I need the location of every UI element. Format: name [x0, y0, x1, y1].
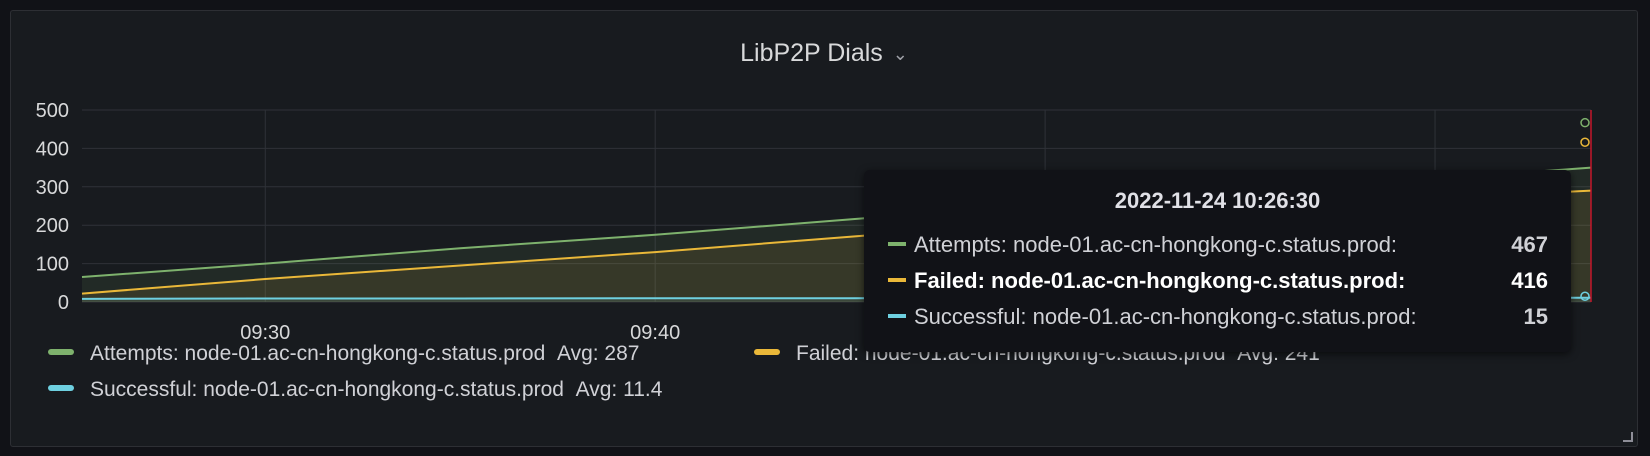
tooltip-value-successful: 15 — [1523, 304, 1548, 329]
legend-swatch-attempts — [48, 349, 74, 356]
panel-title[interactable]: LibP2P Dials ⌄ — [11, 39, 1637, 68]
tooltip-swatch-attempts — [888, 242, 906, 247]
hover-point-successful — [1580, 291, 1590, 301]
tooltip-swatch-successful — [888, 314, 906, 319]
chevron-down-icon[interactable]: ⌄ — [892, 43, 908, 64]
legend-avg-successful: Avg: 11.4 — [575, 378, 663, 401]
y-tick-label: 400 — [36, 138, 69, 160]
panel-title-text[interactable]: LibP2P Dials — [740, 39, 883, 67]
tooltip-time: 2022-11-24 10:26:30 — [1114, 188, 1321, 213]
hover-point-failed — [1580, 137, 1590, 148]
y-tick-label: 200 — [36, 215, 69, 237]
resize-handle-icon[interactable] — [1623, 432, 1633, 442]
hover-point-attempts — [1580, 117, 1590, 128]
hover-tooltip: 2022-11-24 10:26:30 Attempts: node-01.ac… — [864, 170, 1571, 352]
tooltip-row-failed: Failed: node-01.ac-cn-hongkong-c.status.… — [888, 268, 1548, 294]
y-tick-label: 300 — [36, 177, 69, 199]
legend-item-attempts[interactable]: Attempts: node-01.ac-cn-hongkong-c.statu… — [48, 342, 639, 366]
x-tick-label: 09:40 — [630, 322, 680, 344]
legend-swatch-successful — [48, 385, 74, 392]
y-tick-label: 0 — [58, 292, 69, 314]
tooltip-label-failed: Failed: node-01.ac-cn-hongkong-c.status.… — [914, 268, 1406, 293]
legend-label-attempts[interactable]: Attempts: node-01.ac-cn-hongkong-c.statu… — [90, 342, 546, 365]
legend-label-successful[interactable]: Successful: node-01.ac-cn-hongkong-c.sta… — [90, 378, 564, 401]
tooltip-swatch-failed — [888, 278, 906, 283]
x-tick-label: 09:30 — [240, 322, 290, 344]
tooltip-value-attempts: 467 — [1511, 232, 1548, 257]
legend-item-successful[interactable]: Successful: node-01.ac-cn-hongkong-c.sta… — [48, 378, 662, 402]
legend-swatch-failed — [754, 349, 780, 356]
tooltip-label-successful: Successful: node-01.ac-cn-hongkong-c.sta… — [914, 304, 1417, 329]
tooltip-row-successful: Successful: node-01.ac-cn-hongkong-c.sta… — [888, 304, 1548, 330]
tooltip-value-failed: 416 — [1511, 268, 1548, 293]
tooltip-row-attempts: Attempts: node-01.ac-cn-hongkong-c.statu… — [888, 232, 1548, 258]
tooltip-label-attempts: Attempts: node-01.ac-cn-hongkong-c.statu… — [914, 232, 1398, 257]
legend-avg-attempts: Avg: 287 — [556, 342, 640, 365]
y-tick-label: 100 — [36, 254, 69, 276]
y-tick-label: 500 — [36, 100, 69, 122]
